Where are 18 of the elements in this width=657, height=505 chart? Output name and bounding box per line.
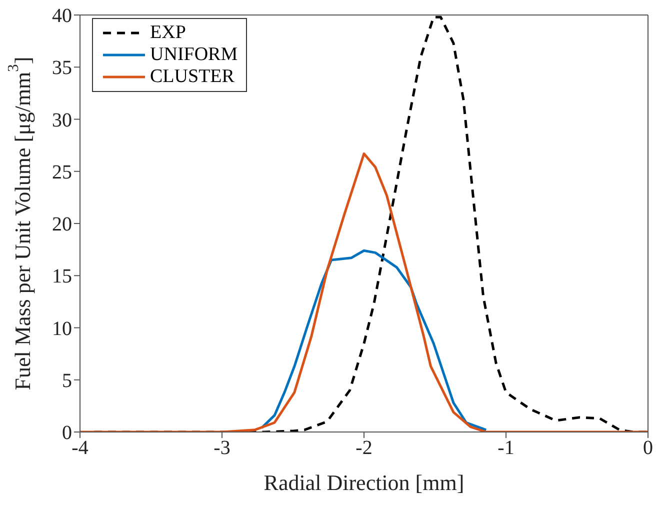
y-tick-label: 35: [52, 57, 72, 80]
y-tick-label: 15: [52, 266, 72, 288]
x-axis-title: Radial Direction [mm]: [264, 470, 464, 495]
x-tick-label: -3: [214, 437, 230, 460]
y-tick-label: 25: [52, 161, 72, 184]
legend-label: CLUSTER: [150, 66, 234, 88]
y-tick-label: 40: [52, 5, 72, 28]
legend-label: EXP: [150, 22, 186, 44]
legend-label: UNIFORM: [150, 44, 238, 66]
y-tick-label: 30: [52, 109, 72, 132]
y-tick-label: 10: [52, 318, 72, 340]
y-tick-label: 0: [62, 422, 72, 444]
y-tick-label: 5: [62, 370, 72, 392]
x-tick-label: 0: [643, 437, 653, 460]
x-tick-label: -1: [498, 437, 514, 460]
y-tick-label: 20: [52, 214, 72, 236]
x-tick-label: -4: [72, 437, 88, 460]
x-tick-label: -2: [356, 437, 372, 460]
